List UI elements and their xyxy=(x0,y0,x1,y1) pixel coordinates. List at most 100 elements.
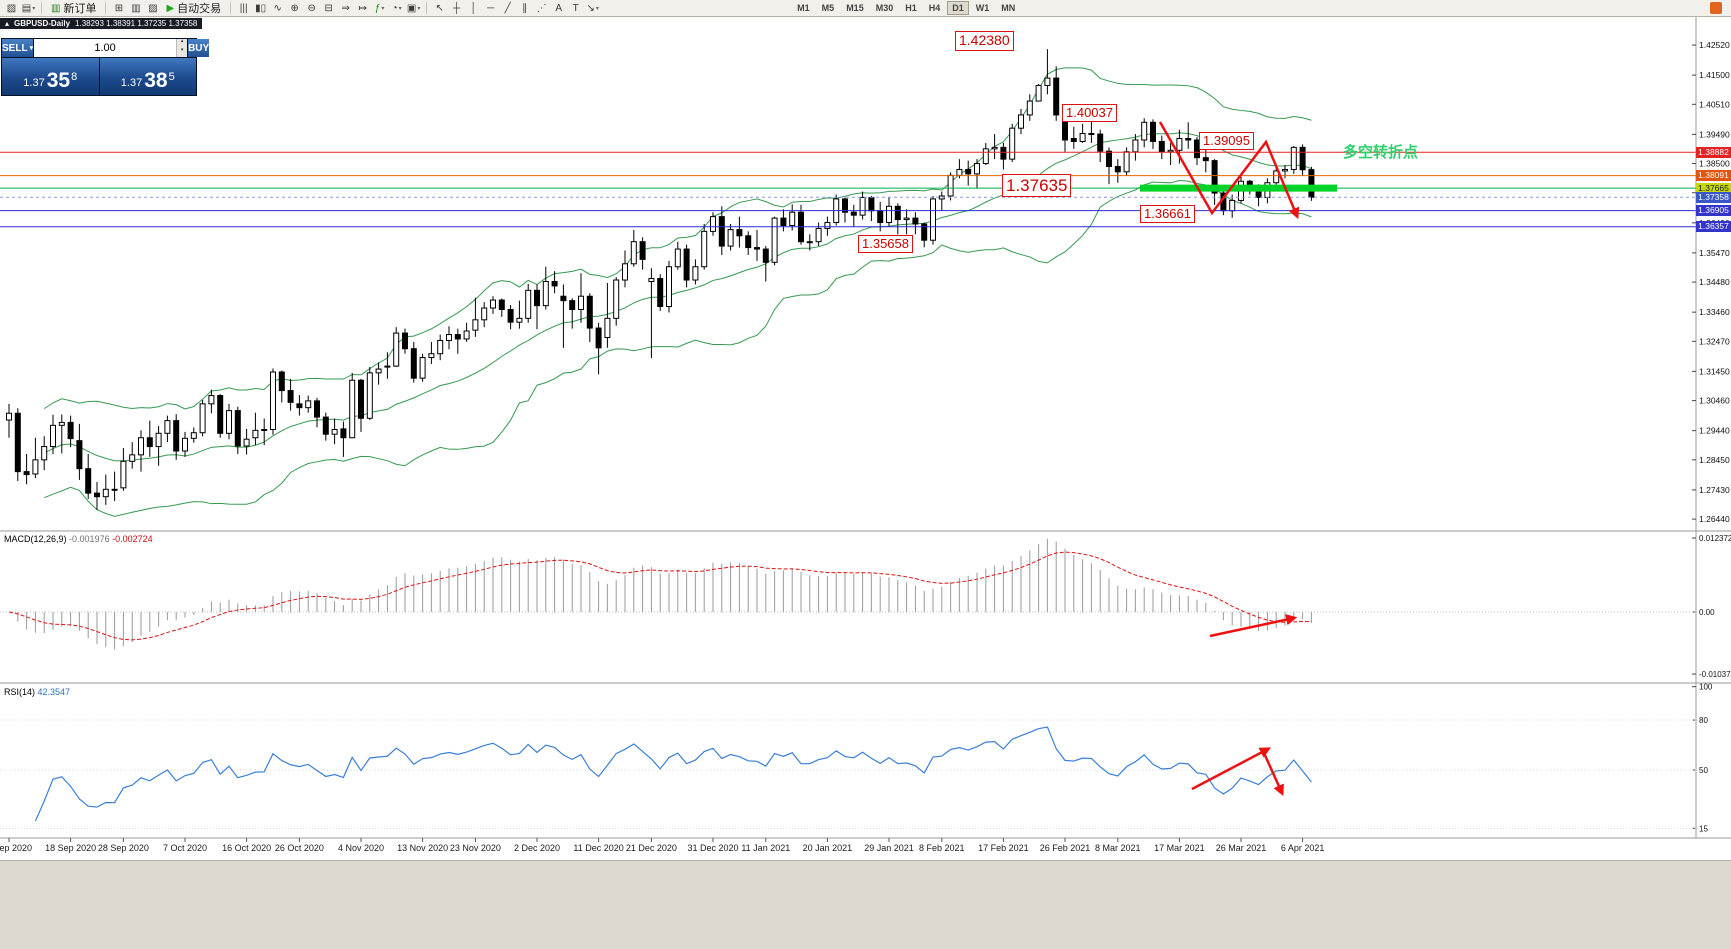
navigator-icon[interactable]: ▨ xyxy=(148,2,158,14)
candlestick-icon[interactable]: ▮▯ xyxy=(255,2,267,14)
svg-text:80: 80 xyxy=(1699,716,1708,725)
lot-increase-button[interactable]: ▴ xyxy=(177,39,188,48)
buy-price-button[interactable]: 1.37 38 5 xyxy=(99,58,196,95)
buy-button-label: BUY xyxy=(188,42,210,54)
periods-dropdown-icon[interactable]: ◔ ▾ xyxy=(391,2,402,14)
timeframe-m30-button[interactable]: M30 xyxy=(875,3,894,13)
arrows-dropdown-icon[interactable]: ↘ ▾ xyxy=(586,2,599,14)
timeframe-d1-button[interactable]: D1 xyxy=(947,1,969,15)
horizontal-line-icon[interactable]: ─ xyxy=(487,2,495,14)
bar-chart-icon[interactable]: ||| xyxy=(239,2,248,14)
buy-button[interactable]: BUY xyxy=(188,39,210,57)
fibonacci-icon[interactable]: ⋰ xyxy=(536,2,547,14)
svg-text:1.37510: 1.37510 xyxy=(1699,188,1730,198)
chart-title-symbol: GBPUSD-Daily xyxy=(14,19,71,28)
sell-button[interactable]: SELL ▾ xyxy=(2,39,34,57)
svg-text:1.26440: 1.26440 xyxy=(1699,514,1730,524)
market-watch-icon[interactable]: ⊞ xyxy=(114,2,124,14)
rsi-up-arrow[interactable] xyxy=(1191,747,1271,791)
lot-size-input[interactable] xyxy=(34,39,177,57)
svg-text:100: 100 xyxy=(1699,683,1713,692)
timeframe-mn-button[interactable]: MN xyxy=(1001,3,1016,13)
sell-button-label: SELL xyxy=(2,42,28,54)
chart-title-bar: ▴ GBPUSD-Daily 1.38293 1.38391 1.37235 1… xyxy=(0,18,203,29)
buy-price-prefix: 1.37 xyxy=(120,77,143,89)
price-path-arrow[interactable] xyxy=(1158,121,1300,220)
toolbar-separator xyxy=(230,2,232,14)
data-window-icon[interactable]: ▥ xyxy=(131,2,141,14)
tile-windows-icon[interactable]: ⊟ xyxy=(324,2,333,14)
timeframe-m1-button[interactable]: M1 xyxy=(797,3,810,13)
svg-text:0.00: 0.00 xyxy=(1699,608,1715,617)
svg-text:1.42520: 1.42520 xyxy=(1699,40,1730,50)
toolbar: ▧ ▤ ▾ ▥ 新订单 ⊞ ▥ ▨ ▶ 自动交易 ||| ▮▯ ∿ ⊕ ⊖ ⊟ ⇒ ↦ ƒ ▾ ◔ ▾ ▣ ▾ ↖ ┼ │ ─ ╱ ∥ ⋰ A… xyxy=(0,0,1731,17)
timeframe-m15-button[interactable]: M15 xyxy=(846,3,864,13)
one-click-trading-panel: SELL ▾ ▴ ▾ BUY 1.37 35 8 1.37 xyxy=(1,38,210,96)
zoom-in-icon[interactable]: ⊕ xyxy=(290,2,299,14)
svg-text:1.36490: 1.36490 xyxy=(1699,218,1730,228)
auto-scroll-icon[interactable]: ⇒ xyxy=(341,2,350,14)
rsi-value: 42.3547 xyxy=(37,687,71,697)
macd-indicator xyxy=(0,538,1696,650)
notification-icon[interactable] xyxy=(1710,2,1722,14)
label-icon[interactable]: T xyxy=(572,2,579,14)
svg-text:1.35470: 1.35470 xyxy=(1699,248,1730,258)
new-order-icon: ▥ xyxy=(51,2,61,14)
indicators-add-icon[interactable]: ƒ ▾ xyxy=(374,2,385,14)
macd-indicator-label: MACD(12,26,9) -0.001976 -0.002724 xyxy=(4,534,153,544)
svg-text:15: 15 xyxy=(1699,824,1708,833)
chart-collapse-icon[interactable]: ▴ xyxy=(5,19,10,28)
svg-text:1.40510: 1.40510 xyxy=(1699,99,1730,109)
svg-text:1.41500: 1.41500 xyxy=(1699,70,1730,80)
timeframe-m5-button[interactable]: M5 xyxy=(821,3,835,13)
lot-size-field: ▴ ▾ xyxy=(33,39,189,57)
timeframe-w1-button[interactable]: W1 xyxy=(975,3,990,13)
zoom-out-icon[interactable]: ⊖ xyxy=(307,2,316,14)
svg-text:1.27430: 1.27430 xyxy=(1699,485,1730,495)
chevron-down-icon: ▾ xyxy=(29,45,34,52)
auto-trading-button[interactable]: ▶ 自动交易 xyxy=(166,2,222,16)
buy-price-sup: 5 xyxy=(168,71,175,83)
new-chart-icon[interactable]: ▧ xyxy=(6,2,17,14)
buy-price-main: 38 xyxy=(144,69,168,92)
timeframe-h1-button[interactable]: H1 xyxy=(905,3,917,13)
lot-decrease-button[interactable]: ▾ xyxy=(177,48,188,57)
line-chart-icon[interactable]: ∿ xyxy=(273,2,282,14)
svg-text:0.012372: 0.012372 xyxy=(1699,534,1731,543)
svg-text:1.28450: 1.28450 xyxy=(1699,455,1730,465)
rsi-indicator-label: RSI(14) 42.3547 xyxy=(4,687,71,697)
rsi-down-arrow[interactable] xyxy=(1262,752,1284,797)
bottom-empty-area xyxy=(0,860,1731,949)
svg-text:1.34480: 1.34480 xyxy=(1699,277,1730,287)
sell-price-main: 35 xyxy=(46,69,71,92)
vertical-line-icon[interactable]: │ xyxy=(470,2,477,14)
price-divider xyxy=(98,58,100,95)
trendline-icon[interactable]: ╱ xyxy=(504,2,511,14)
timeframe-h4-button[interactable]: H4 xyxy=(928,3,941,13)
macd-arrow[interactable] xyxy=(1209,614,1298,638)
chart-shift-icon[interactable]: ↦ xyxy=(358,2,367,14)
bollinger-bands xyxy=(43,67,1312,517)
sell-price-button[interactable]: 1.37 35 8 xyxy=(2,58,99,95)
svg-text:1.32470: 1.32470 xyxy=(1699,336,1730,346)
toolbar-separator xyxy=(105,2,107,14)
crosshair-icon[interactable]: ┼ xyxy=(453,2,461,14)
sell-price-prefix: 1.37 xyxy=(23,77,45,89)
new-order-button[interactable]: ▥ 新订单 xyxy=(51,2,97,16)
chart-title-ohlc: 1.38293 1.38391 1.37235 1.37358 xyxy=(75,19,198,28)
sell-price-sup: 8 xyxy=(71,71,78,83)
profiles-icon[interactable]: ▤ ▾ xyxy=(21,2,36,14)
templates-icon[interactable]: ▣ ▾ xyxy=(406,2,421,14)
axes: 1.425201.415001.405101.394901.385001.375… xyxy=(0,17,1731,842)
macd-signal-value: -0.002724 xyxy=(112,534,153,544)
channel-icon[interactable]: ∥ xyxy=(522,2,528,14)
auto-trading-icon: ▶ xyxy=(166,2,175,14)
svg-text:1.39490: 1.39490 xyxy=(1699,129,1730,139)
svg-text:1.33460: 1.33460 xyxy=(1699,307,1730,317)
price-level-lines[interactable] xyxy=(0,151,1696,228)
cursor-icon[interactable]: ↖ xyxy=(435,2,444,14)
drawn-arrows[interactable] xyxy=(1158,121,1300,797)
text-icon[interactable]: A xyxy=(555,2,562,14)
svg-text:1.31450: 1.31450 xyxy=(1699,366,1730,376)
